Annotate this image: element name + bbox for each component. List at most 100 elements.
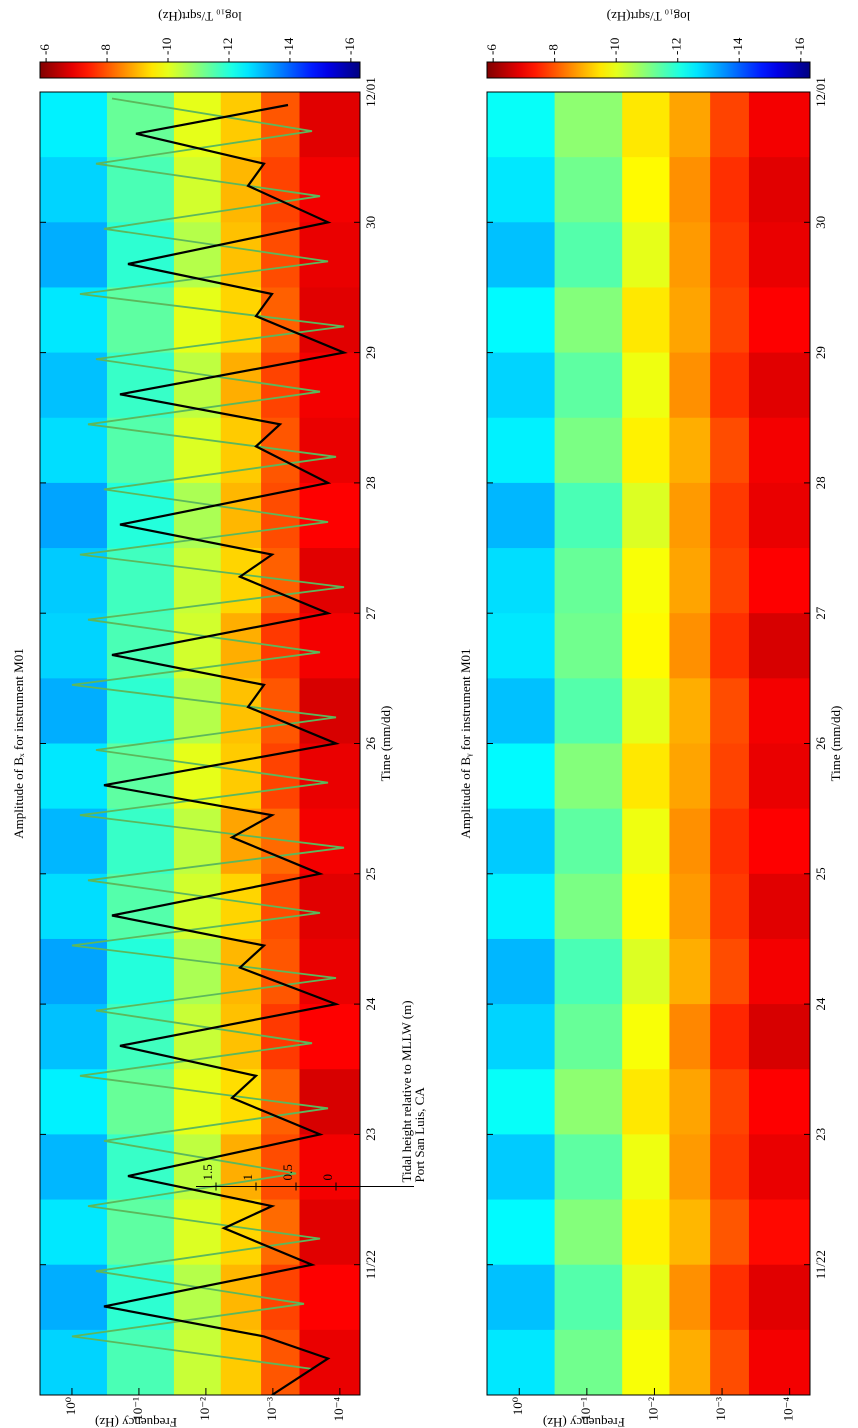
heat-cell	[106, 221, 175, 288]
heat-cell	[299, 743, 361, 809]
heat-cell	[710, 156, 750, 223]
heat-cell	[669, 221, 711, 288]
x-tick-label: 27	[813, 606, 828, 620]
heat-cell	[748, 547, 811, 614]
heat-cell	[299, 677, 361, 744]
heat-cell	[710, 91, 750, 158]
colorbar-tick-label: -6	[484, 44, 499, 55]
heat-cell	[554, 91, 623, 158]
heat-cell	[748, 612, 811, 679]
heat-cell	[554, 221, 623, 288]
heat-cell	[220, 352, 262, 418]
heat-cell	[710, 482, 750, 549]
heat-cell	[40, 547, 108, 614]
heat-cell	[622, 873, 670, 939]
heat-cell	[173, 286, 222, 353]
y-tick-label: 10⁻²	[197, 1397, 212, 1421]
tide-axis-label: Tidal height relative to MLLW (m)	[399, 1000, 414, 1182]
heat-cell	[710, 1003, 750, 1070]
heat-cell	[554, 1199, 623, 1265]
heat-cell	[299, 1199, 361, 1265]
heat-cell	[173, 808, 222, 874]
heat-cell	[173, 156, 222, 223]
heat-cell	[220, 417, 262, 483]
heat-cell	[710, 286, 750, 353]
heat-cell	[40, 1003, 108, 1070]
x-tick-label: 28	[813, 476, 828, 489]
heat-cell	[748, 352, 811, 418]
heat-cell	[748, 156, 811, 223]
y-axis-label: Frequency (Hz)	[95, 1415, 177, 1428]
tide-tick-label: 0	[320, 1174, 335, 1181]
colorbar-tick-label: -6	[37, 44, 52, 55]
heat-cell	[748, 1068, 811, 1135]
heat-cell	[40, 221, 108, 288]
heat-cell	[622, 1199, 670, 1265]
heat-cell	[173, 482, 222, 549]
heat-cell	[106, 808, 175, 874]
heat-cell	[220, 938, 262, 1005]
x-tick-label: 28	[363, 476, 378, 489]
heat-cell	[554, 1133, 623, 1200]
heat-cell	[173, 677, 222, 744]
heat-cell	[106, 417, 175, 483]
tide-tick-label: 0.5	[280, 1164, 295, 1180]
heat-cell	[669, 352, 711, 418]
heat-cell	[748, 482, 811, 549]
heat-cell	[299, 156, 361, 223]
heat-cell	[487, 286, 556, 353]
x-tick-label: 26	[363, 737, 378, 751]
tide-note: Port San Luis, CA	[412, 1087, 427, 1183]
heat-cell	[40, 156, 108, 223]
heat-cell	[622, 286, 670, 353]
heat-cell	[261, 1264, 301, 1330]
heat-cell	[299, 91, 361, 158]
tide-line	[71, 97, 345, 1370]
heat-cell	[40, 91, 108, 158]
heat-cell	[299, 221, 361, 288]
heat-cell	[710, 221, 750, 288]
heat-cell	[220, 743, 262, 809]
x-axis-label: Time (mm/dd)	[828, 706, 843, 782]
heat-cell	[710, 1133, 750, 1200]
y-tick-label: 10⁻²	[645, 1397, 660, 1421]
heat-cell	[554, 352, 623, 418]
heat-cell	[487, 417, 556, 483]
heat-cell	[669, 482, 711, 549]
heat-cell	[748, 1264, 811, 1330]
heat-cell	[173, 221, 222, 288]
heat-cell	[173, 743, 222, 809]
heat-cell	[173, 1133, 222, 1200]
heat-cell	[622, 352, 670, 418]
heat-cell	[487, 1133, 556, 1200]
x-tick-label: 29	[363, 346, 378, 359]
heat-cell	[173, 1068, 222, 1135]
heat-cell	[487, 743, 556, 809]
heat-cell	[40, 1264, 108, 1330]
heat-cell	[669, 1133, 711, 1200]
heat-cell	[748, 286, 811, 353]
heat-cell	[487, 677, 556, 744]
heat-cell	[40, 612, 108, 679]
heat-cell	[748, 1133, 811, 1200]
y-tick-label: 10⁰	[63, 1397, 78, 1415]
heat-cell	[220, 482, 262, 549]
colorbar	[39, 61, 361, 79]
heat-cell	[299, 1003, 361, 1070]
heat-cell	[106, 677, 175, 744]
heat-cell	[710, 1329, 750, 1395]
heat-cell	[554, 1068, 623, 1135]
chart-title: Amplitude of Bᵧ for instrument M01	[458, 648, 474, 838]
heat-cell	[710, 743, 750, 809]
heat-cell	[748, 91, 811, 158]
heat-cell	[173, 612, 222, 679]
heat-cell	[622, 547, 670, 614]
colorbar-tick-label: -10	[159, 38, 174, 55]
heat-cell	[710, 1264, 750, 1330]
heat-cell	[40, 1068, 108, 1135]
heat-cell	[669, 612, 711, 679]
heat-cell	[40, 1133, 108, 1200]
heat-cell	[487, 221, 556, 288]
heat-cell	[669, 873, 711, 939]
